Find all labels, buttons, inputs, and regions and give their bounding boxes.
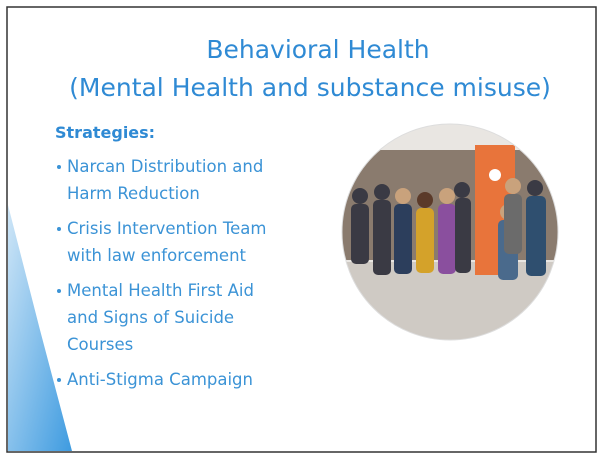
bullet-text: Mental Health First Aid [67,281,254,300]
bullet-dot [57,378,61,382]
bullet-dot [57,165,61,169]
bullet-text: Courses [67,335,133,354]
title-line: (Mental Health and substance misuse) [69,73,551,102]
bullet-text: Harm Reduction [67,184,200,203]
bullet-text: Narcan Distribution and [67,157,263,176]
bullet-text: Anti-Stigma Campaign [67,370,253,389]
subtitle: Strategies: [55,123,155,142]
bullet-dot [57,289,61,293]
bullet-dot [57,227,61,231]
slide: Behavioral Health (Mental Health and sub… [0,0,603,459]
title-line: Behavioral Health [206,35,429,64]
bullet-text: with law enforcement [67,246,247,265]
bullet-text: Crisis Intervention Team [67,219,266,238]
bullet-text: and Signs of Suicide [67,308,234,327]
